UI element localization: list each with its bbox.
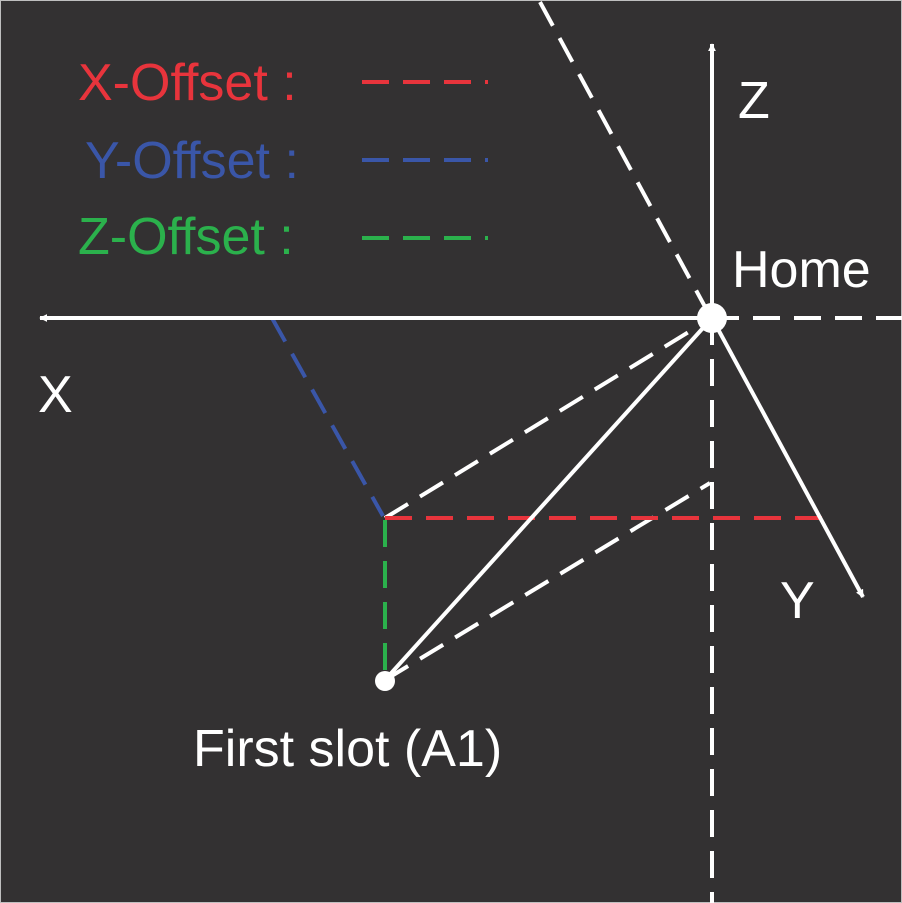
legend-x-offset-label: X-Offset : — [78, 54, 297, 112]
home-point — [697, 303, 727, 333]
y-offset-line — [270, 317, 385, 517]
x-axis-label: X — [38, 366, 73, 424]
projection-line-upper — [383, 320, 707, 520]
legend: X-Offset : Y-Offset : Z-Offset : — [78, 54, 488, 266]
first-slot-label: First slot (A1) — [193, 720, 502, 778]
y-axis-arrow — [710, 317, 865, 598]
projection-line-top — [538, 1, 712, 317]
home-label: Home — [732, 241, 871, 299]
home-to-first-slot-line — [383, 316, 714, 682]
first-slot-point — [375, 671, 395, 691]
y-axis-label: Y — [780, 572, 815, 630]
legend-y-offset-label: Y-Offset : — [85, 132, 299, 190]
z-axis-label: Z — [738, 72, 770, 130]
construction-lines — [383, 1, 902, 903]
legend-z-offset-label: Z-Offset : — [78, 208, 294, 266]
projection-line-lower — [383, 481, 712, 682]
axes — [39, 43, 865, 682]
